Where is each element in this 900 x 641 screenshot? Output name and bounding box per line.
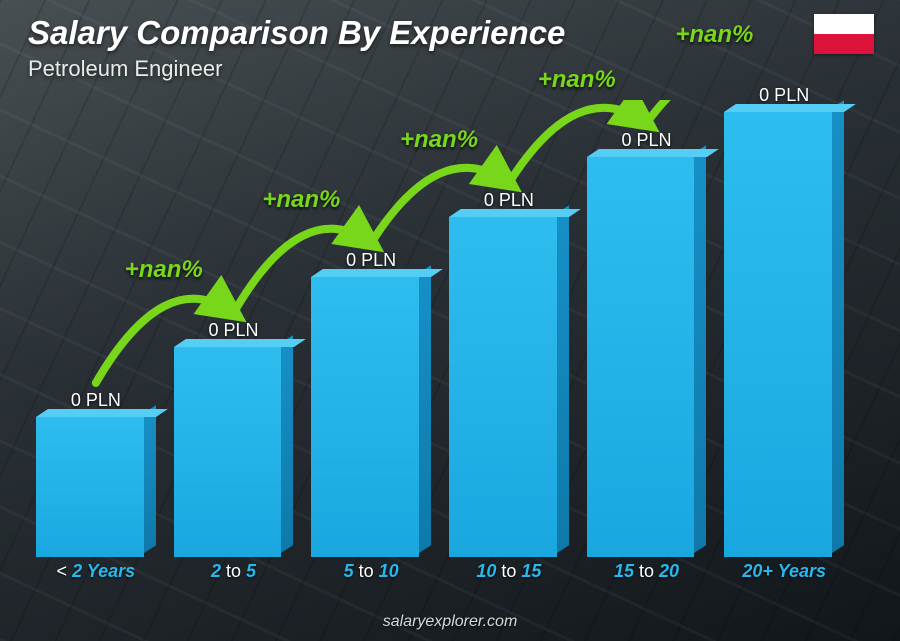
bar-column: 0 PLN — [587, 130, 707, 557]
bar-column: 0 PLN — [174, 320, 294, 557]
bars-row: 0 PLN0 PLN0 PLN0 PLN0 PLN0 PLN — [36, 100, 844, 557]
bar — [587, 157, 707, 557]
chart-title: Salary Comparison By Experience — [28, 14, 565, 52]
bar-value-label: 0 PLN — [759, 85, 809, 106]
bar-value-label: 0 PLN — [622, 130, 672, 151]
bar-value-label: 0 PLN — [71, 390, 121, 411]
bar — [311, 277, 431, 557]
bar-value-label: 0 PLN — [484, 190, 534, 211]
bar — [724, 112, 844, 557]
bar-column: 0 PLN — [311, 250, 431, 557]
bar-column: 0 PLN — [36, 390, 156, 557]
chart-subtitle: Petroleum Engineer — [28, 56, 222, 82]
category-label: < 2 Years — [36, 561, 156, 587]
flag-bottom — [814, 34, 874, 54]
bar — [36, 417, 156, 557]
category-label: 15 to 20 — [587, 561, 707, 587]
categories-row: < 2 Years 2 to 5 5 to 10 10 to 15 15 to 20 20… — [36, 561, 844, 587]
bar-value-label: 0 PLN — [208, 320, 258, 341]
bar-column: 0 PLN — [724, 85, 844, 557]
category-label: 10 to 15 — [449, 561, 569, 587]
category-label: 5 to 10 — [311, 561, 431, 587]
category-label: 20+ Years — [724, 561, 844, 587]
bar-value-label: 0 PLN — [346, 250, 396, 271]
bar — [449, 217, 569, 557]
bar-chart: 0 PLN0 PLN0 PLN0 PLN0 PLN0 PLN < 2 Years… — [36, 100, 844, 587]
bar — [174, 347, 294, 557]
chart-canvas: Salary Comparison By Experience Petroleu… — [0, 0, 900, 641]
country-flag — [814, 14, 874, 54]
bar-column: 0 PLN — [449, 190, 569, 557]
category-label: 2 to 5 — [174, 561, 294, 587]
increase-label: +nan% — [538, 66, 616, 94]
flag-top — [814, 14, 874, 34]
increase-label: +nan% — [675, 21, 753, 49]
footer-credit: salaryexplorer.com — [0, 613, 900, 631]
